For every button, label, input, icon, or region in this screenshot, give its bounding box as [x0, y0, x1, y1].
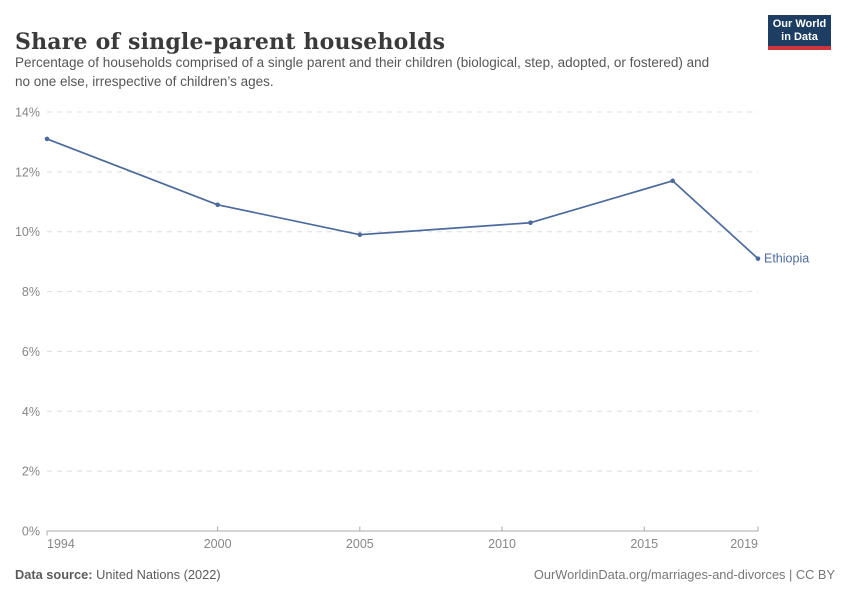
- y-tick-label: 4%: [22, 405, 40, 419]
- data-source: Data source: United Nations (2022): [15, 567, 221, 582]
- y-tick-label: 8%: [22, 285, 40, 299]
- chart-canvas[interactable]: 0% 2% 4% 6% 8% 10% 12% 14% 1994 2000 2005 2010 2015 2…: [0, 95, 850, 565]
- y-tick-label: 2%: [22, 465, 40, 479]
- data-point[interactable]: [755, 256, 761, 261]
- data-point[interactable]: [670, 178, 675, 184]
- data-point[interactable]: [44, 136, 50, 142]
- y-tick-label: 10%: [15, 225, 40, 239]
- page-title: Share of single-parent households: [15, 28, 446, 55]
- owid-logo[interactable]: Our World in Data: [768, 15, 831, 50]
- chart-footer: Data source: United Nations (2022) OurWo…: [15, 567, 835, 582]
- owid-logo-line2: in Data: [781, 31, 818, 43]
- x-tick-label: 2019: [730, 537, 758, 551]
- x-tick-label: 1994: [47, 537, 75, 551]
- data-point[interactable]: [215, 202, 220, 208]
- y-tick-label: 12%: [15, 165, 40, 179]
- x-tick-label: 2000: [204, 537, 232, 551]
- y-tick-label: 6%: [22, 345, 40, 359]
- y-tick-label: 0%: [22, 525, 40, 539]
- data-point[interactable]: [528, 220, 533, 226]
- credit-link[interactable]: OurWorldinData.org/marriages-and-divorce…: [533, 567, 835, 582]
- series-label-ethiopia[interactable]: Ethiopia: [764, 252, 809, 266]
- data-source-label: Data source:: [15, 567, 93, 582]
- data-source-value: United Nations (2022): [96, 567, 221, 582]
- x-tick-label: 2005: [346, 537, 374, 551]
- x-tick-label: 2010: [488, 537, 516, 551]
- x-tick-label: 2015: [630, 537, 658, 551]
- owid-logo-line1: Our World: [772, 18, 827, 30]
- series-line-ethiopia[interactable]: [46, 138, 759, 260]
- chart-subtitle: Percentage of households comprised of a …: [15, 55, 710, 89]
- y-tick-label: 14%: [15, 106, 40, 120]
- data-point[interactable]: [357, 232, 363, 238]
